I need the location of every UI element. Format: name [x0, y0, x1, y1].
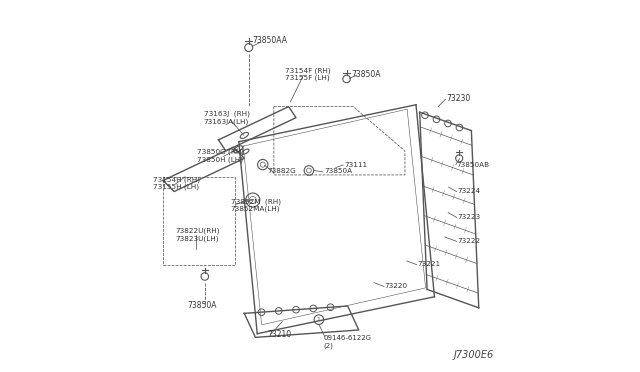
Text: 73850G (RH)
73850H (LH): 73850G (RH) 73850H (LH)	[197, 149, 244, 163]
Text: 73111: 73111	[344, 161, 367, 167]
Text: 73882G: 73882G	[268, 168, 296, 174]
Text: 73221: 73221	[417, 260, 440, 266]
Text: 73220: 73220	[385, 283, 408, 289]
Text: 73822U(RH)
73823U(LH): 73822U(RH) 73823U(LH)	[175, 228, 220, 242]
Text: 73210: 73210	[268, 330, 292, 339]
Text: 73230: 73230	[446, 94, 470, 103]
Text: 73154F (RH)
73155F (LH): 73154F (RH) 73155F (LH)	[285, 67, 330, 81]
Text: 73850AA: 73850AA	[253, 36, 288, 45]
Text: 73850AB: 73850AB	[456, 161, 490, 167]
Text: 73850A: 73850A	[324, 168, 353, 174]
Text: 73224: 73224	[458, 188, 481, 194]
Text: 73222: 73222	[458, 238, 481, 244]
Text: 1: 1	[316, 317, 320, 322]
Text: J7300E6: J7300E6	[453, 350, 493, 359]
Text: 73154H (RH)
73155H (LH): 73154H (RH) 73155H (LH)	[153, 176, 200, 190]
Text: 73852M  (RH)
73852MA(LH): 73852M (RH) 73852MA(LH)	[230, 198, 281, 212]
Text: 73850A: 73850A	[188, 301, 218, 311]
Text: 73163J  (RH)
73163JA(LH): 73163J (RH) 73163JA(LH)	[204, 111, 250, 125]
Text: 09146-6122G
(2): 09146-6122G (2)	[324, 335, 372, 349]
Text: 73223: 73223	[458, 214, 481, 219]
Text: 73850A: 73850A	[351, 70, 381, 78]
